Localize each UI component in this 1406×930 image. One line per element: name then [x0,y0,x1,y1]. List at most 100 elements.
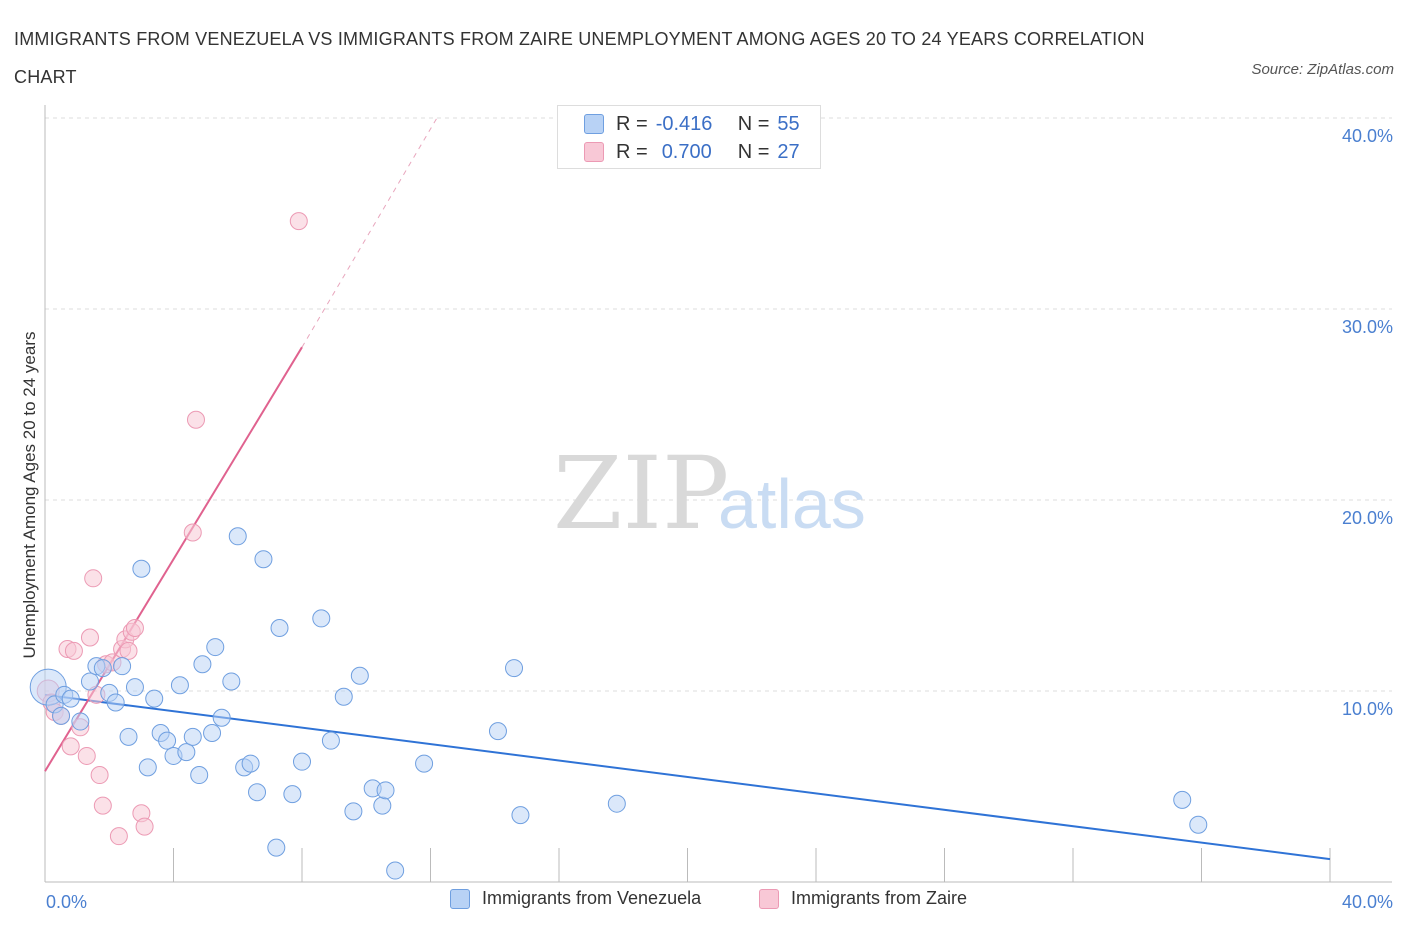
zaire-point [289,212,308,231]
venezuela-point [132,559,151,578]
legend-r-value-zaire: 0.700 [661,140,712,163]
x-tick-label: 40.0% [1342,892,1393,912]
venezuela-point [1189,815,1208,834]
legend-n-label: N = [737,112,770,135]
venezuela-point [212,708,231,727]
legend-r-label: R = [616,112,648,135]
venezuela-point [106,693,125,712]
venezuela-point [170,676,189,695]
venezuela-point [270,618,289,637]
zaire-point [77,746,96,765]
venezuela-point [344,802,363,821]
venezuela-point [254,550,273,569]
venezuela-point [373,796,392,815]
venezuela-swatch [584,114,604,134]
venezuela-point [607,794,626,813]
legend-venezuela-label: Immigrants from Venezuela [482,888,702,908]
gridlines [45,117,1392,692]
zaire-trend-extension [301,117,438,348]
venezuela-point [386,861,405,880]
legend-item-venezuela[interactable]: Immigrants from Venezuela [450,888,701,909]
venezuela-point [61,689,80,708]
watermark-atlas: atlas [718,465,866,543]
y-tick-labels: 10.0% 20.0% 30.0% 40.0% [1342,126,1393,719]
venezuela-point [222,672,241,691]
venezuela-point [138,758,157,777]
source-label: Source: ZipAtlas.com [1251,61,1394,78]
venezuela-point [113,657,132,676]
venezuela-point [505,659,524,678]
venezuela-point [321,731,340,750]
axes [44,105,1392,883]
venezuela-point [158,731,177,750]
zaire-point [93,796,112,815]
watermark: ZIP atlas [553,435,866,552]
legend-r-value-venezuela: -0.416 [655,112,713,135]
zaire-point [125,618,144,637]
series-legend: Immigrants from Venezuela Immigrants fro… [0,888,1406,916]
zaire-point [109,827,128,846]
venezuela-point [145,689,164,708]
venezuela-point [183,727,202,746]
y-tick-label: 10.0% [1342,699,1393,719]
venezuela-point [177,743,196,762]
venezuela-point [334,687,353,706]
legend-r-label: R = [616,140,648,163]
zaire-point [183,523,202,542]
venezuela-point [93,659,112,678]
venezuela-point [190,766,209,785]
venezuela-point [71,712,90,731]
trend-lines [44,117,1331,861]
venezuela-point [193,655,212,674]
venezuela-point [80,672,99,691]
venezuela-point [248,783,267,802]
zaire-swatch [584,142,604,162]
venezuela-point [312,609,331,628]
zaire-point [90,766,109,785]
zaire-point [80,628,99,647]
y-tick-label: 30.0% [1342,317,1393,337]
y-tick-label: 20.0% [1342,508,1393,528]
zaire-point [61,737,80,756]
legend-n-label: N = [737,140,770,163]
venezuela-point [52,706,71,725]
zaire-legend-swatch [759,888,779,909]
venezuela-point [488,722,507,741]
legend-n-value-zaire: 27 [777,140,800,163]
correlation-legend: R = -0.416 N = 55 R = 0.700 N = 27 [557,105,821,169]
zaire-point [119,641,138,660]
legend-row-zaire: R = 0.700 N = 27 [584,139,800,165]
venezuela-point [415,754,434,773]
venezuela-point [119,727,138,746]
legend-item-zaire[interactable]: Immigrants from Zaire [759,888,967,909]
venezuela-point [228,527,247,546]
legend-row-venezuela: R = -0.416 N = 55 [584,111,800,137]
zaire-point [84,569,103,588]
y-tick-label: 40.0% [1342,126,1393,146]
venezuela-point [376,781,395,800]
venezuela-point [293,752,311,771]
watermark-zip: ZIP [553,435,729,552]
x-tick-label: 0.0% [46,892,87,912]
venezuela-trend-line [44,693,1331,861]
venezuela-legend-swatch [450,888,470,909]
venezuela-point [206,638,225,657]
venezuela-point [241,754,260,773]
venezuela-point [125,678,144,697]
venezuela-point [350,666,369,685]
venezuela-points [29,527,1208,880]
venezuela-point [1173,790,1192,809]
legend-zaire-label: Immigrants from Zaire [791,888,968,908]
zaire-trend-line [44,346,303,772]
legend-n-value-venezuela: 55 [777,112,800,135]
zaire-point [64,641,83,660]
venezuela-point [283,785,302,804]
venezuela-point [203,724,222,743]
venezuela-point [267,838,286,857]
venezuela-point [511,806,530,825]
x-tick-labels: 0.0% 40.0% [46,892,1393,912]
zaire-point [135,817,154,836]
chart-title: IMMIGRANTS FROM VENEZUELA VS IMMIGRANTS … [14,29,1145,87]
zaire-point [186,410,205,429]
